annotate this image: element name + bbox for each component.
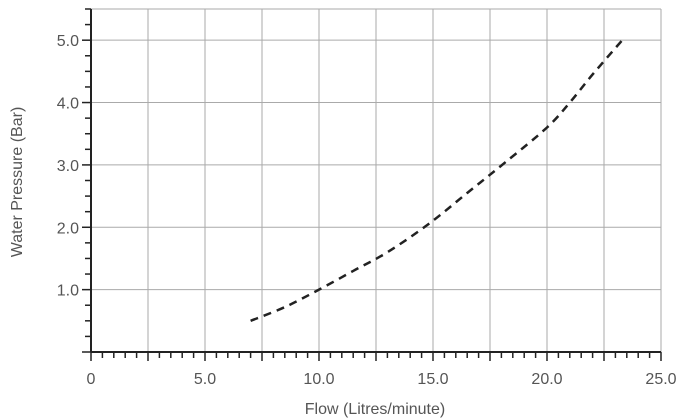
- grid: [91, 8, 662, 352]
- y-tick-label: 5.0: [57, 33, 79, 50]
- y-tick-label: 3.0: [57, 158, 79, 175]
- y-axis-label: Water Pressure (Bar): [9, 107, 26, 258]
- x-tick-label: 5.0: [194, 371, 216, 388]
- axes: [82, 8, 662, 361]
- y-tick-label: 1.0: [57, 283, 79, 300]
- y-tick-label: 2.0: [57, 220, 79, 237]
- x-tick-label: 0: [87, 371, 96, 388]
- tick-labels: 0 5.0 10.0 15.0 20.0 25.0 1.0 2.0 3.0 4.0 5.0: [57, 33, 677, 388]
- x-tick-label: 25.0: [645, 371, 676, 388]
- x-axis-label: Flow (Litres/minute): [305, 401, 445, 418]
- x-tick-label: 15.0: [417, 371, 448, 388]
- series-line: [250, 39, 624, 322]
- series: [250, 39, 624, 322]
- y-tick-label: 4.0: [57, 96, 79, 113]
- x-tick-label: 20.0: [531, 371, 562, 388]
- x-tick-label: 10.0: [303, 371, 334, 388]
